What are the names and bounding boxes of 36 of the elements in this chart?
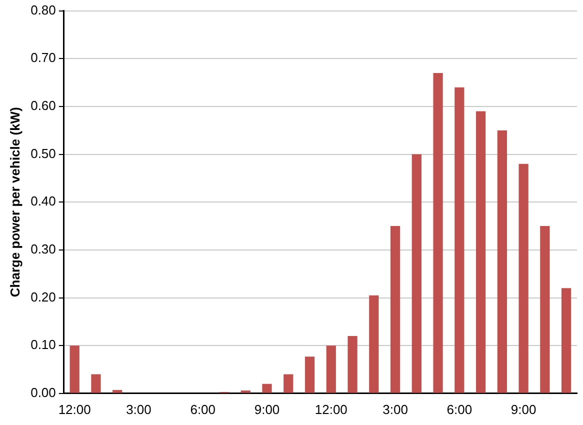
- bar: [390, 226, 400, 393]
- bar: [348, 336, 358, 393]
- bar: [412, 154, 422, 393]
- x-tick-label: 6:00: [190, 402, 216, 417]
- y-tick-label: 0.00: [30, 384, 56, 400]
- bar: [562, 288, 572, 393]
- bar: [326, 346, 336, 393]
- bar: [284, 374, 294, 393]
- x-tick-label: 3:00: [382, 402, 408, 417]
- y-tick-label: 0.20: [30, 289, 56, 304]
- y-tick-label: 0.60: [30, 98, 56, 114]
- bar: [540, 226, 550, 393]
- x-tick-label: 9:00: [510, 402, 536, 417]
- bar: [476, 111, 486, 393]
- bar: [454, 87, 464, 393]
- x-tick-label: 6:00: [446, 402, 472, 417]
- bar: [369, 295, 379, 393]
- bar: [518, 164, 528, 393]
- bar: [497, 130, 507, 393]
- y-tick-label: 0.50: [30, 146, 56, 161]
- bar: [262, 384, 272, 393]
- y-tick-label: 0.80: [30, 2, 56, 18]
- bar: [70, 346, 80, 393]
- x-tick-label: 12:00: [314, 402, 348, 417]
- y-tick-label: 0.40: [30, 194, 56, 209]
- y-tick-label: 0.10: [30, 337, 56, 352]
- y-axis-title: Charge power per vehicle (kW): [7, 107, 22, 298]
- bar: [112, 390, 122, 393]
- bar: [433, 72, 443, 393]
- x-tick-label: 12:00: [58, 402, 91, 417]
- bar: [91, 374, 101, 393]
- x-tick-label: 9:00: [254, 402, 280, 417]
- bar: [304, 356, 315, 393]
- x-tick-label: 3:00: [126, 402, 152, 417]
- y-tick-label: 0.30: [30, 242, 56, 257]
- y-tick-label: 0.70: [30, 50, 56, 66]
